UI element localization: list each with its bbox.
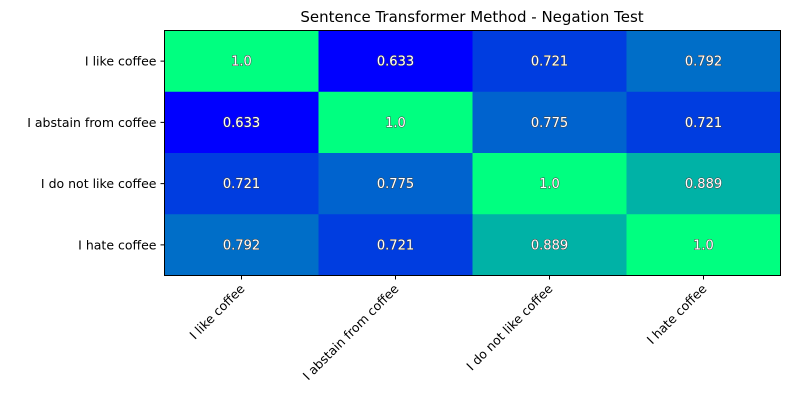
heatmap-cells xyxy=(164,30,781,276)
y-tick-label: I do not like coffee xyxy=(41,176,157,191)
heatmap-cell xyxy=(164,91,319,154)
cell-value-label: 0.633 xyxy=(377,55,414,70)
x-tick-label: I hate coffee xyxy=(644,281,710,347)
x-tick-label: I like coffee xyxy=(186,281,247,342)
cell-value-label: 0.721 xyxy=(685,116,722,131)
cell-value-label: 0.775 xyxy=(531,116,568,131)
cell-value-label: 0.721 xyxy=(531,55,568,70)
cell-value-label: 0.792 xyxy=(685,55,722,70)
heatmap-cell xyxy=(626,214,781,276)
heatmap-cell xyxy=(626,153,781,215)
cell-value-label: 0.889 xyxy=(685,177,722,192)
heatmap-cell xyxy=(626,30,781,93)
heatmap-cell xyxy=(318,30,473,93)
cell-value-label: 0.792 xyxy=(223,238,260,253)
heatmap-cell xyxy=(472,91,627,154)
heatmap-cell xyxy=(318,214,473,276)
plot-frame xyxy=(164,30,781,276)
cell-value-label: 0.721 xyxy=(223,177,260,192)
cell-value-label: 0.721 xyxy=(377,238,414,253)
cell-value-label: 1.0 xyxy=(539,177,560,192)
y-tick-label: I hate coffee xyxy=(78,237,157,252)
cell-value-label: 1.0 xyxy=(693,238,714,253)
cell-value-label: 0.775 xyxy=(377,177,414,192)
y-tick-label: I abstain from coffee xyxy=(27,115,157,130)
heatmap-cell xyxy=(164,153,319,215)
heatmap-cell xyxy=(472,214,627,276)
cell-value-label: 1.0 xyxy=(231,55,252,70)
heatmap-value-labels: 1.0 0.633 0.721 0.792 0.633 1.0 0.775 0.721 0.72… xyxy=(222,54,722,254)
heatmap-cell xyxy=(318,91,473,154)
x-tick-label: I do not like coffee xyxy=(463,281,556,374)
cell-value-label: 0.633 xyxy=(223,116,260,131)
heatmap-cell xyxy=(164,30,319,93)
heatmap-cell xyxy=(472,153,627,215)
heatmap-cell xyxy=(472,30,627,93)
cell-value-label: 1.0 xyxy=(385,116,406,131)
heatmap-cell xyxy=(626,91,781,154)
heatmap-cell xyxy=(318,153,473,215)
y-axis-ticks: I like coffee I abstain from coffee I do n… xyxy=(27,54,165,252)
cell-value-label: 0.889 xyxy=(531,238,568,253)
chart-title: Sentence Transformer Method - Negation T… xyxy=(300,8,643,26)
y-tick-label: I like coffee xyxy=(85,54,157,69)
heatmap-cell xyxy=(164,214,319,276)
x-tick-label: I abstain from coffee xyxy=(300,281,402,383)
x-axis-ticks: I like coffee I abstain from coffee I do n… xyxy=(186,275,710,383)
